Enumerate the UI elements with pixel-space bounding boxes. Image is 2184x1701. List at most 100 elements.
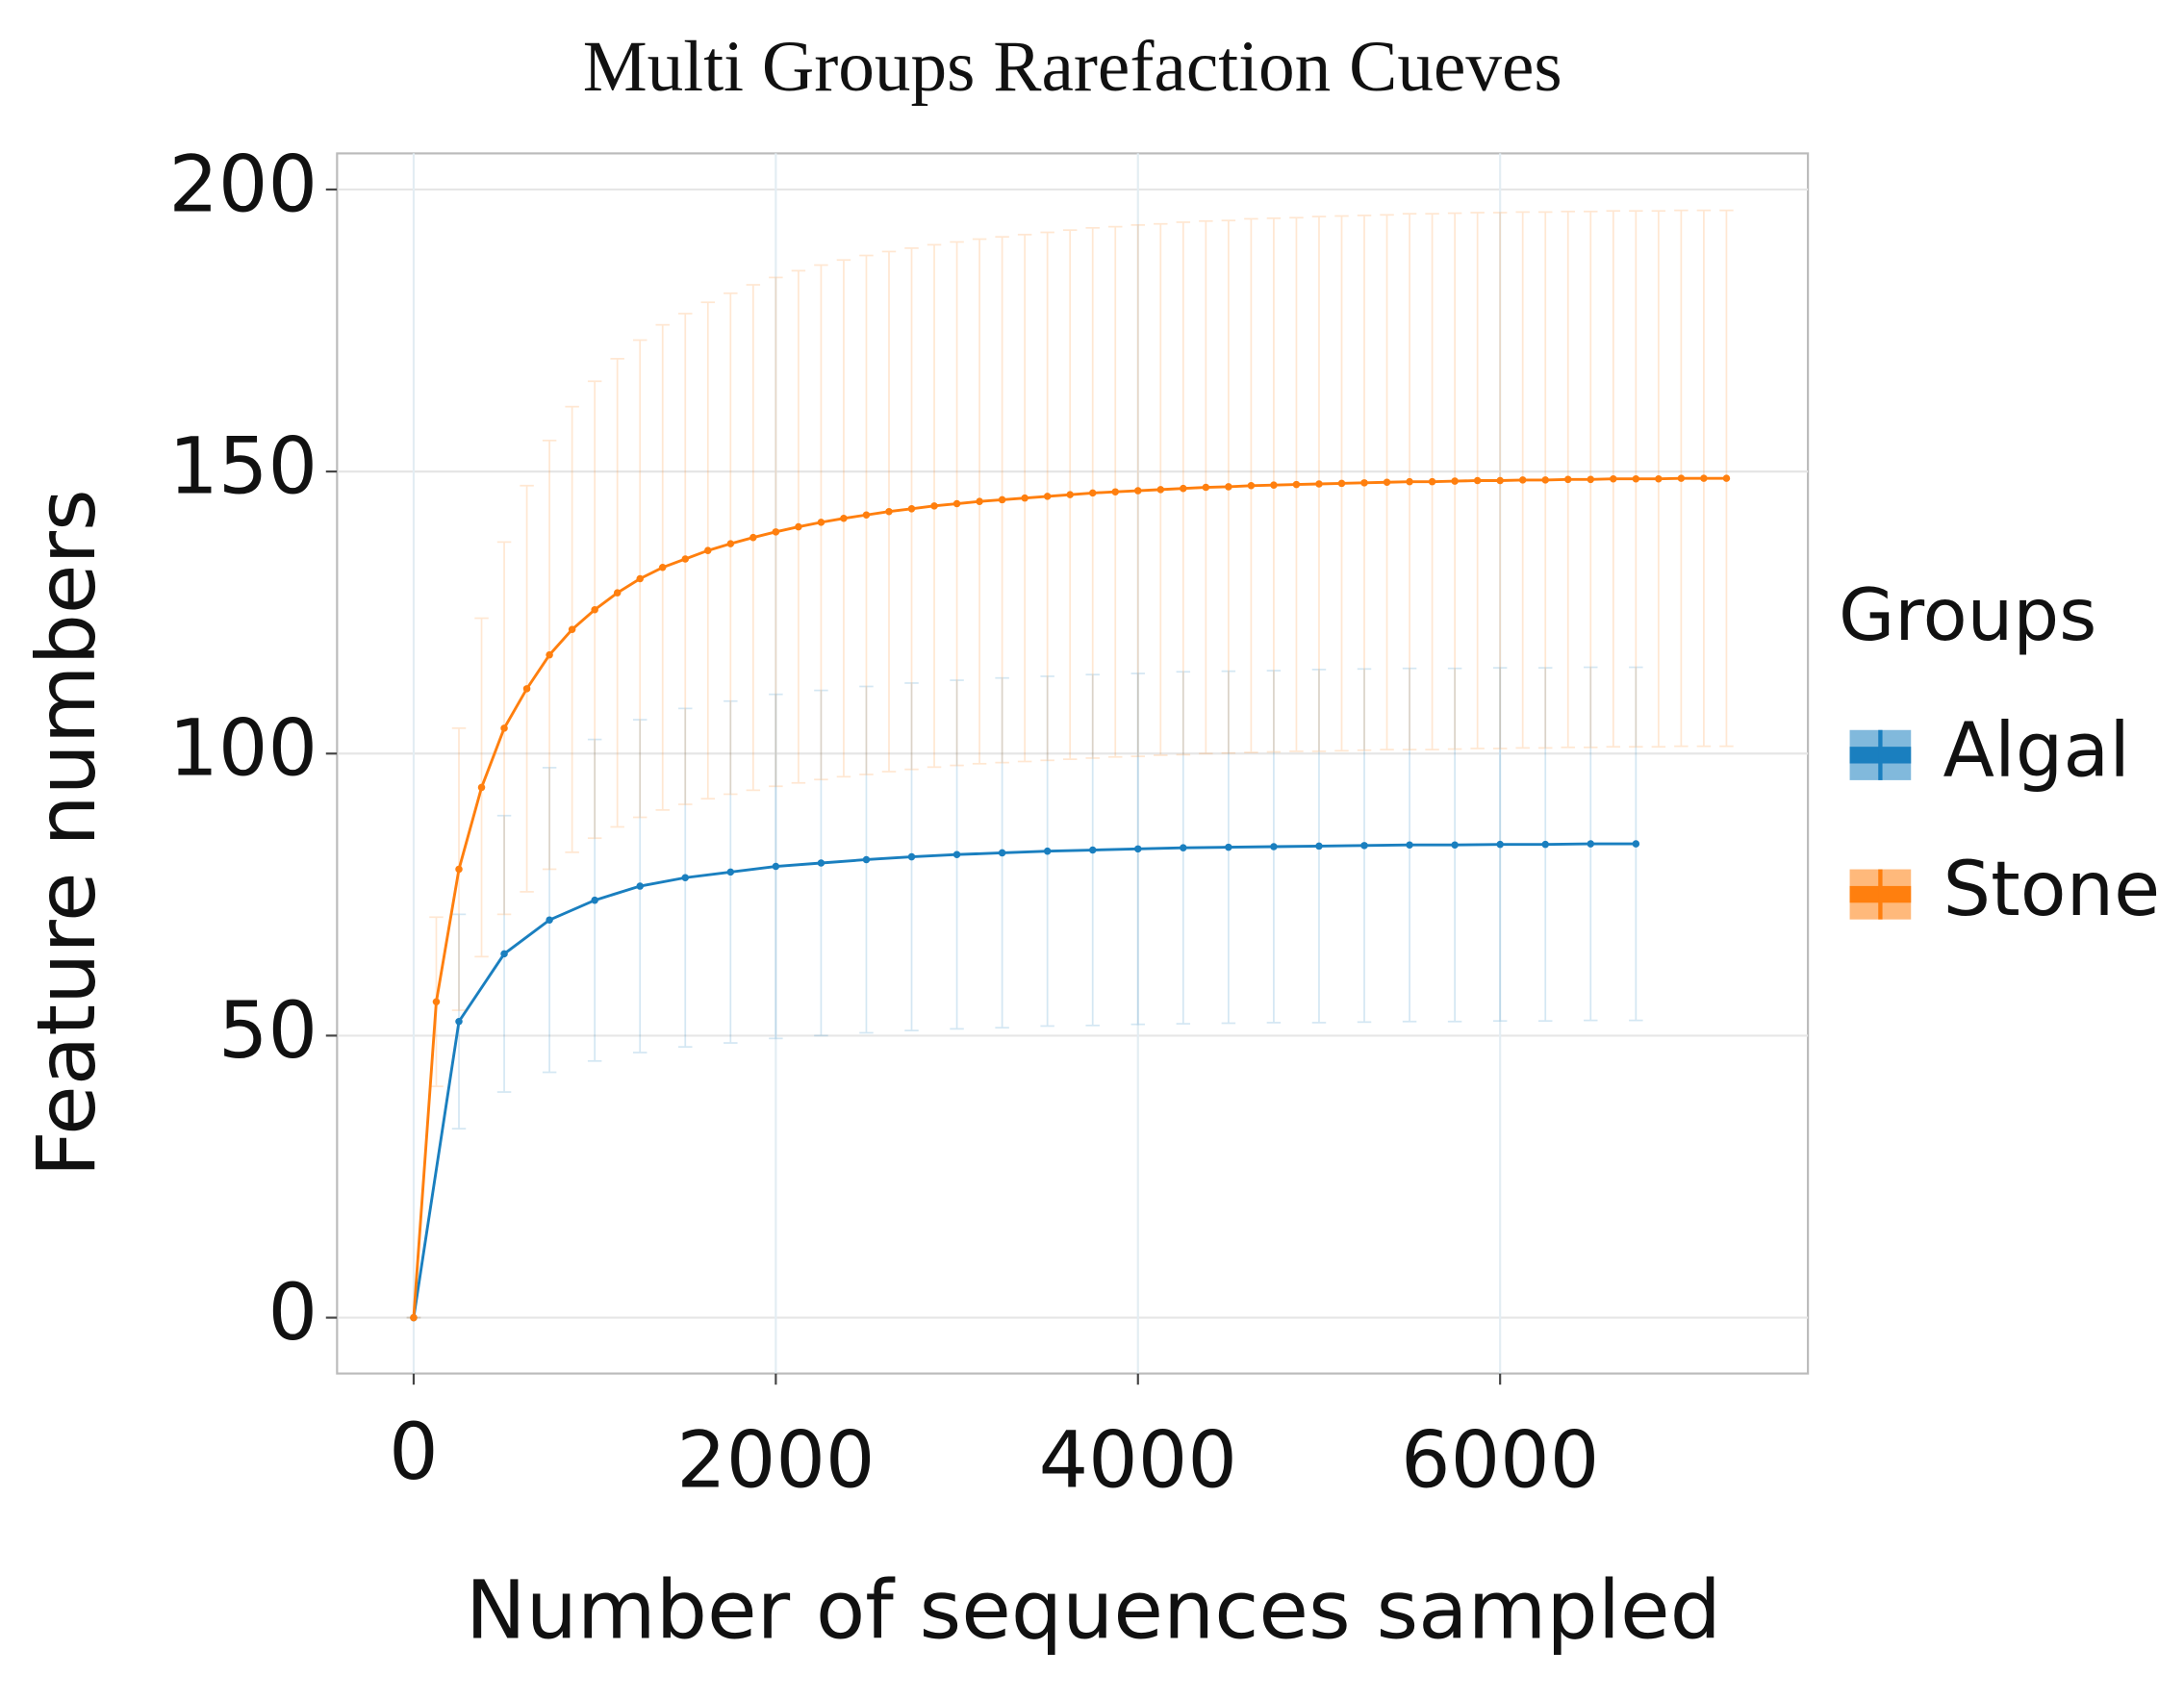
data-point [1541, 840, 1549, 849]
data-point [591, 605, 598, 614]
series-line [412, 842, 1637, 1318]
data-point [1270, 481, 1278, 489]
data-point [1156, 486, 1165, 494]
y-tick-label: 200 [168, 140, 317, 230]
data-point [1315, 842, 1323, 850]
data-point [1428, 477, 1436, 486]
data-point [1088, 489, 1097, 497]
data-point [726, 540, 735, 547]
data-point [522, 685, 531, 693]
data-point [1180, 844, 1187, 851]
data-point [1722, 474, 1731, 482]
legend-label: Algal [1943, 706, 2130, 794]
x-tick-label: 2000 [676, 1416, 875, 1507]
data-point [817, 519, 825, 526]
data-point [500, 950, 508, 958]
data-point [1406, 841, 1413, 850]
data-point [568, 625, 576, 634]
data-point [1134, 487, 1142, 495]
data-point [1563, 475, 1572, 484]
data-point [1473, 476, 1482, 485]
data-point [410, 1313, 418, 1322]
data-point [1655, 474, 1663, 483]
data-point [862, 855, 871, 864]
data-point [1292, 480, 1301, 489]
data-point [1587, 475, 1595, 484]
data-point [636, 882, 644, 890]
plot-panel [336, 152, 1810, 1375]
data-point [546, 916, 553, 924]
data-point [998, 495, 1006, 504]
x-tick-label: 6000 [1401, 1416, 1599, 1507]
data-point [1610, 474, 1617, 483]
data-point [681, 555, 690, 563]
data-point [455, 1017, 463, 1026]
data-point [1632, 474, 1640, 483]
data-point [704, 546, 712, 554]
y-tick-label: 100 [168, 704, 317, 795]
data-point [840, 515, 848, 522]
data-point [681, 874, 690, 882]
legend-key [1849, 869, 1912, 920]
data-point [976, 497, 983, 505]
data-point [1451, 477, 1459, 485]
data-point [455, 865, 463, 874]
data-point [477, 783, 486, 792]
data-point [749, 533, 757, 542]
data-point [952, 499, 961, 508]
data-point [658, 564, 667, 571]
data-point [1337, 479, 1346, 488]
data-point [613, 589, 622, 597]
data-point [1383, 478, 1391, 487]
data-point [1225, 483, 1232, 491]
data-point [1496, 840, 1504, 849]
data-point [1541, 476, 1549, 484]
data-point [1134, 845, 1142, 853]
data-point [1700, 474, 1708, 482]
data-point [726, 868, 735, 876]
data-point [1021, 494, 1029, 502]
data-point [1225, 843, 1232, 851]
x-tick-label: 4000 [1039, 1416, 1237, 1507]
data-point [817, 859, 825, 867]
legend-title: Groups [1839, 572, 2096, 657]
data-point [500, 724, 508, 732]
data-point [862, 511, 871, 520]
data-point [998, 849, 1006, 857]
legend-key [1849, 729, 1912, 780]
data-point [1270, 843, 1278, 850]
chart-title: Multi Groups Rarefaction Cueves [583, 27, 1562, 107]
data-point [795, 522, 802, 531]
legend-label: Stone [1943, 846, 2161, 933]
data-point [1360, 479, 1368, 487]
data-point [1247, 481, 1256, 490]
data-point [1111, 488, 1120, 495]
y-tick-label: 150 [168, 422, 317, 513]
data-point [432, 998, 441, 1005]
data-point [591, 896, 598, 904]
data-point [1043, 493, 1052, 500]
data-point [885, 507, 893, 516]
data-point [772, 528, 780, 536]
data-point [1451, 841, 1459, 850]
data-point [1066, 491, 1074, 498]
data-point [1043, 847, 1052, 855]
data-point [1180, 484, 1187, 493]
x-tick-label: 0 [389, 1408, 439, 1498]
y-tick-label: 50 [218, 986, 317, 1077]
data-point [546, 650, 553, 659]
y-tick-label: 0 [267, 1268, 317, 1358]
data-point [1360, 842, 1368, 850]
data-point [1088, 846, 1097, 854]
data-point [1202, 483, 1210, 492]
data-point [930, 502, 938, 510]
data-point [1677, 474, 1686, 482]
data-point [952, 850, 961, 858]
data-point [1518, 476, 1527, 484]
data-point [1632, 840, 1640, 848]
data-point [907, 505, 916, 513]
data-point [1496, 476, 1504, 485]
data-point [1587, 840, 1595, 848]
data-point [772, 862, 780, 871]
